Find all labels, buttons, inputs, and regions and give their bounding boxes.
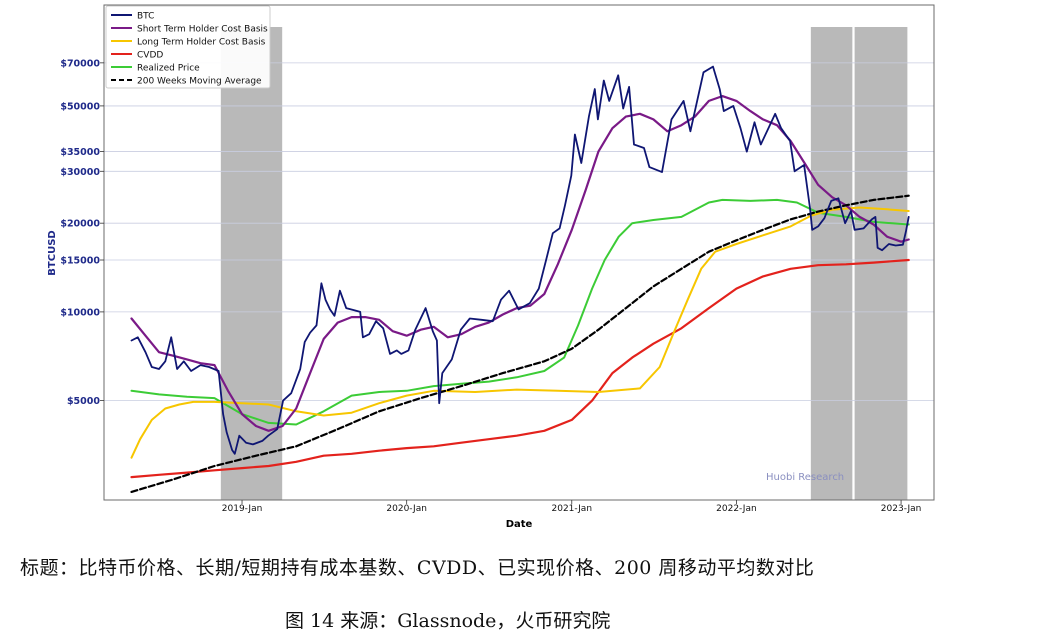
- y-tick-label: $35000: [60, 147, 100, 158]
- series-line-cvdd: [130, 258, 910, 479]
- legend-label: 200 Weeks Moving Average: [137, 77, 262, 87]
- y-tick-label: $30000: [60, 167, 100, 178]
- figure-source-caption: 图 14 来源：Glassnode，火币研究院: [285, 610, 611, 632]
- plot-frame: [103, 4, 935, 501]
- legend-label: CVDD: [137, 51, 163, 61]
- legend-label: BTC: [137, 12, 154, 22]
- x-tick-label: 2023-Jan: [881, 504, 922, 514]
- legend: BTC Short Term Holder Cost Basis Long Term…: [105, 5, 271, 89]
- watermark: Huobi Research: [766, 472, 844, 483]
- y-tick-label: $70000: [60, 58, 100, 69]
- x-tick-label: 2019-Jan: [222, 504, 263, 514]
- figure-caption: 标题：比特币价格、长期/短期持有成本基数、CVDD、已实现价格、200 周移动平…: [20, 557, 815, 579]
- y-tick-label: $20000: [60, 219, 100, 230]
- x-axis-label: Date: [506, 519, 533, 530]
- legend-label: Realized Price: [137, 64, 200, 74]
- series-line-200-weeks-moving-average: [130, 194, 910, 493]
- y-tick-label: $50000: [60, 101, 100, 112]
- y-tick-label: $10000: [60, 307, 100, 318]
- btc-cost-basis-chart: $5000 $10000 $15000 $20000 $30000 $35000 $5000…: [47, 4, 935, 530]
- series-line-btc: [130, 65, 910, 455]
- legend-box: [105, 5, 271, 89]
- y-tick-label: $15000: [60, 256, 100, 267]
- x-tick-label: 2022-Jan: [716, 504, 757, 514]
- series-line-long-term-holder-cost-basis: [130, 206, 910, 459]
- legend-label: Long Term Holder Cost Basis: [137, 38, 266, 48]
- y-tick-label: $5000: [67, 396, 100, 407]
- legend-label: Short Term Holder Cost Basis: [137, 25, 268, 35]
- x-tick-label: 2020-Jan: [386, 504, 427, 514]
- x-tick-label: 2021-Jan: [552, 504, 593, 514]
- y-axis-label: BTCUSD: [47, 230, 58, 275]
